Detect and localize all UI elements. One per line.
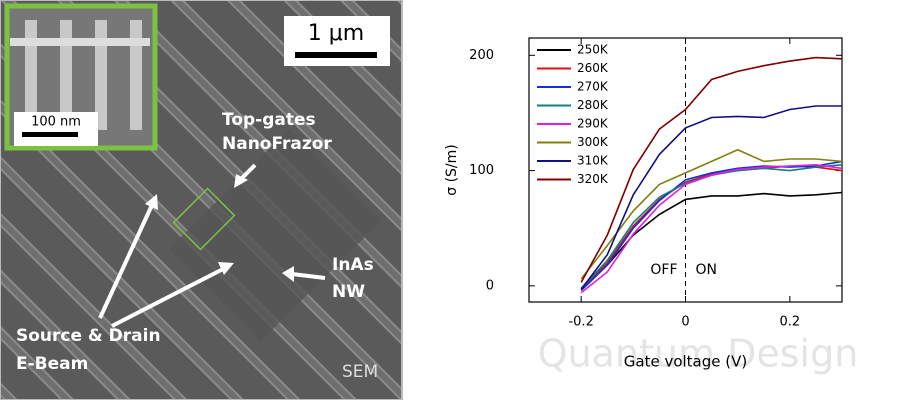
sem-image: 100 nm 1 μm Top-gates NanoFrazor InAs NW… (0, 0, 403, 401)
series-line (580, 56, 843, 283)
watermark: Quantum Design (538, 332, 859, 376)
nanowire-label: InAs (332, 255, 374, 275)
legend-label: 270K (577, 80, 609, 94)
legend-label: 290K (577, 117, 609, 131)
source-drain-label: Source & Drain (16, 326, 161, 346)
x-tick-label: 0.2 (779, 315, 800, 330)
y-tick-label: 100 (469, 163, 494, 178)
top-gates-label: NanoFrazor (222, 134, 332, 154)
inset-scale-label: 100 nm (31, 115, 81, 130)
chart: 0 100 200 -0.2 0 0.2 Gate voltage (V) σ (S/m) OF… (444, 37, 843, 371)
annotation: OFF (650, 262, 677, 278)
y-tick-label: 0 (486, 278, 494, 293)
series-line (580, 105, 842, 290)
scale-label: 1 μm (308, 21, 364, 46)
legend-label: 310K (577, 154, 609, 168)
x-axis-label: Gate voltage (V) (624, 353, 747, 371)
x-tick-label: -0.2 (568, 315, 593, 330)
series-line (580, 160, 843, 292)
y-tick-label: 200 (469, 48, 494, 63)
legend-label: 300K (577, 135, 609, 149)
mode-label: SEM (342, 362, 378, 382)
legend-label: 260K (577, 61, 609, 75)
y-axis-label: σ (S/m) (444, 144, 460, 196)
source-drain-label: E-Beam (16, 354, 88, 374)
series-line (580, 163, 843, 294)
series-line (580, 148, 843, 280)
legend-label: 280K (577, 98, 609, 112)
series-line (580, 191, 843, 290)
annotation: ON (696, 262, 718, 278)
top-gates-label: Top-gates (222, 110, 316, 130)
x-tick-label: 0 (681, 315, 689, 330)
legend-label: 250K (577, 43, 609, 57)
legend-label: 320K (577, 172, 609, 186)
nanowire-label: NW (332, 282, 365, 302)
